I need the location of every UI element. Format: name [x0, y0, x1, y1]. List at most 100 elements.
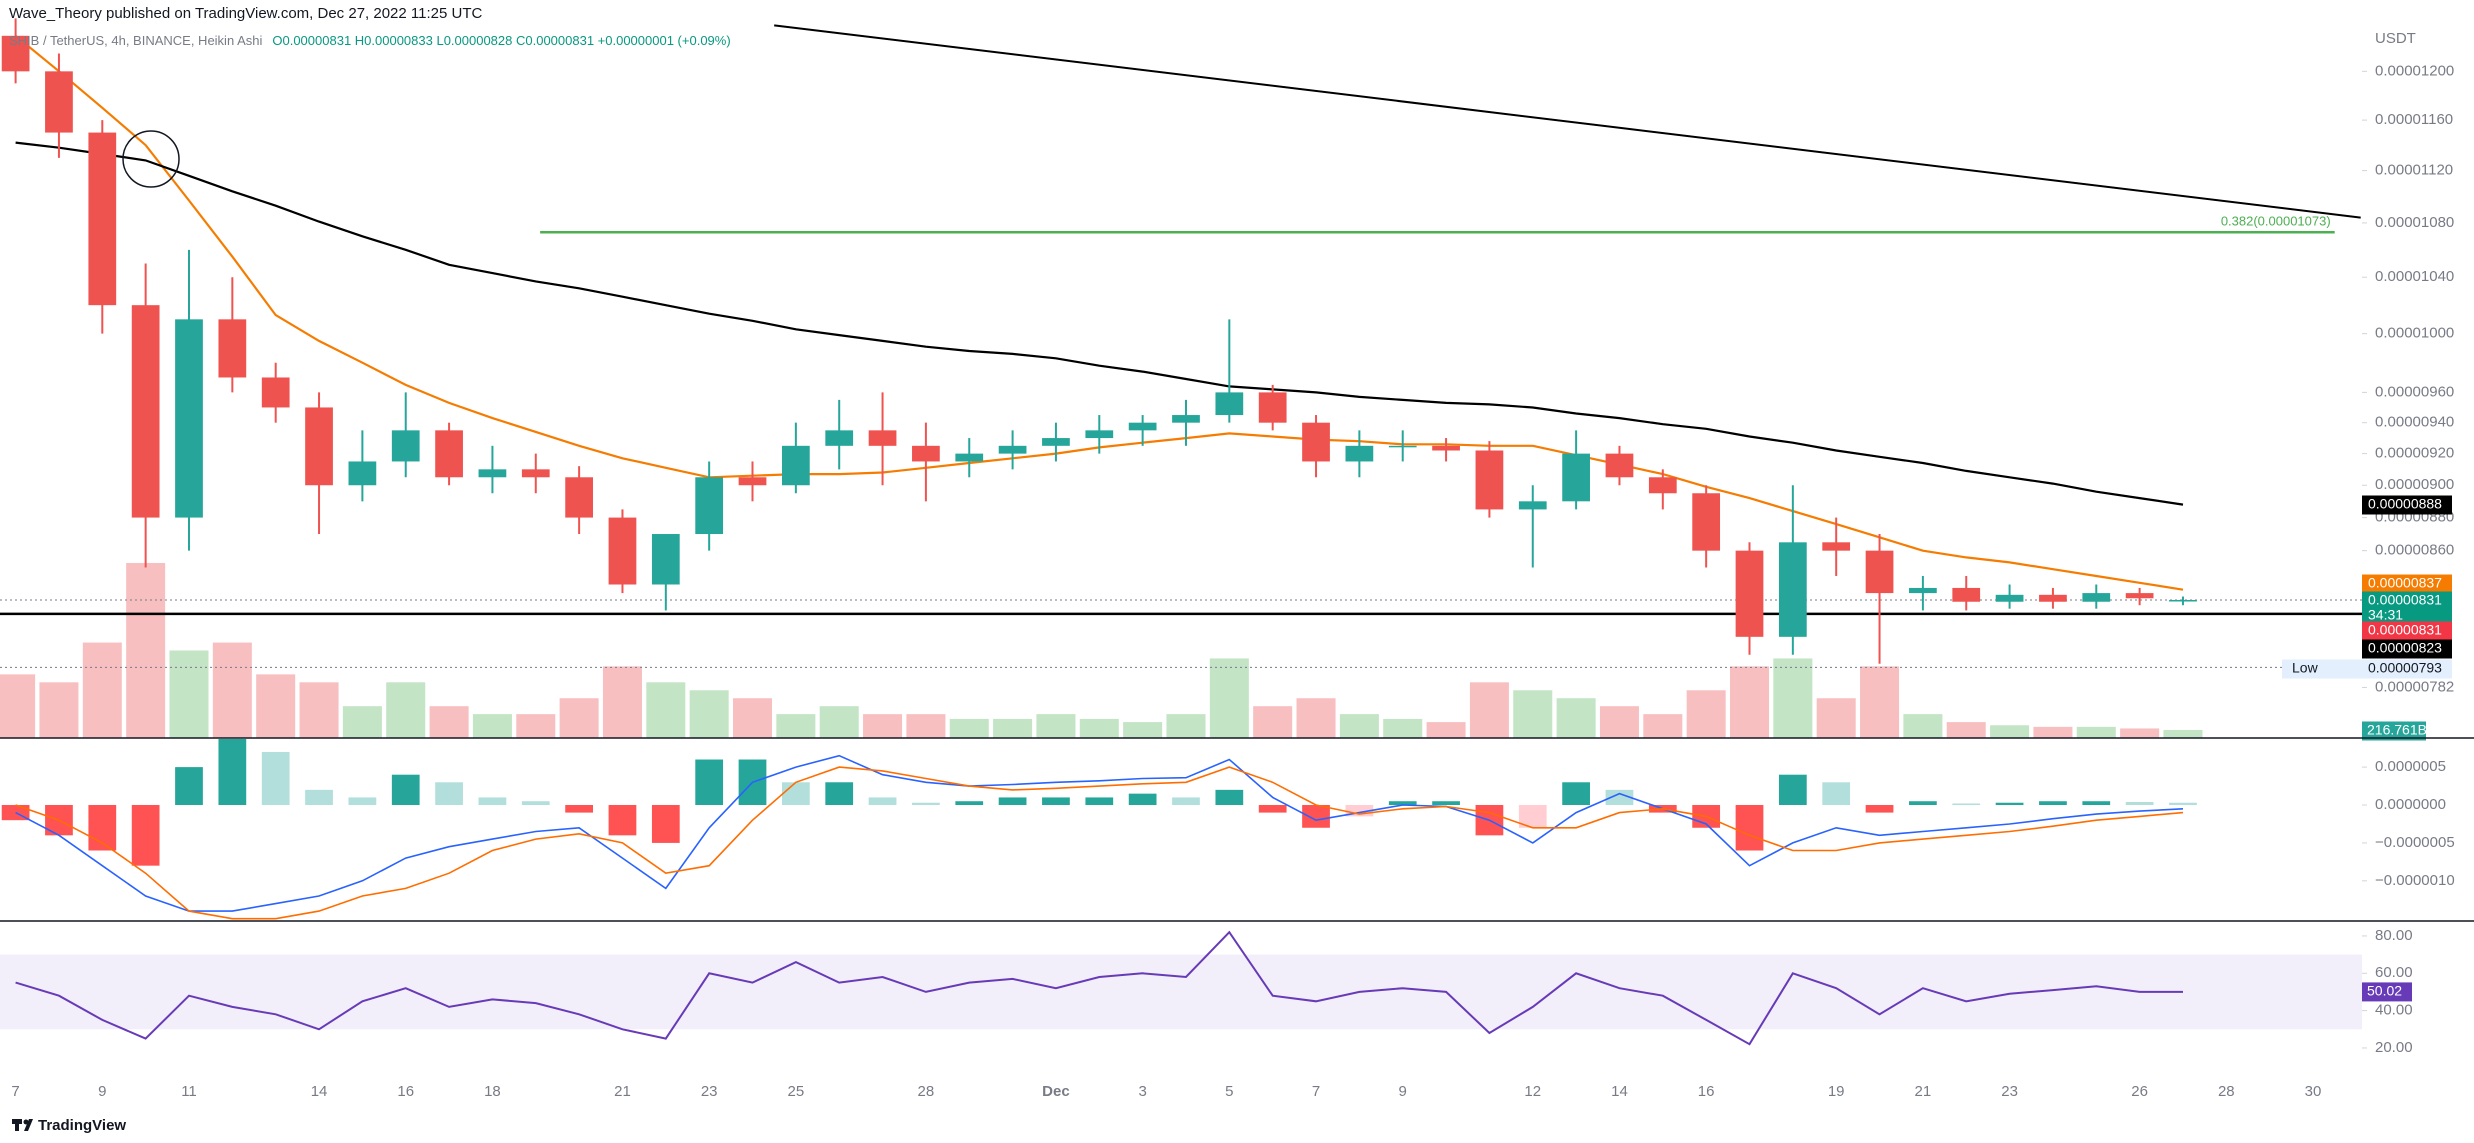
macd-histogram-bar: [998, 797, 1027, 806]
volume-bar: [1513, 690, 1553, 738]
volume-bar: [1383, 718, 1423, 738]
volume-bar: [1946, 722, 1986, 738]
price-label-box: [2362, 659, 2452, 679]
macd-histogram-bar: [1995, 802, 2024, 806]
macd-histogram-bar: [695, 759, 724, 806]
x-tick-label: 11: [181, 1083, 197, 1100]
volume-bar: [1599, 706, 1639, 738]
x-tick-label: 3: [1138, 1083, 1146, 1100]
candle-body: [1128, 422, 1157, 431]
candle-body: [348, 461, 377, 486]
ohlc: O0.00000831 H0.00000833 L0.00000828 C0.0…: [272, 33, 730, 48]
volume-bar: [906, 714, 946, 738]
x-tick-label: 9: [98, 1083, 106, 1100]
ma-line: [14, 34, 2184, 591]
volume-bar: [993, 718, 1033, 738]
volume-bar: [1860, 666, 1900, 738]
candle-body: [391, 430, 420, 462]
candle-body: [1258, 392, 1287, 423]
candle-body: [521, 469, 550, 478]
volume-bar: [1643, 714, 1683, 738]
price-label: 0.00000888: [2368, 496, 2442, 512]
volume-bar: [776, 714, 816, 738]
candle-body: [1518, 501, 1547, 510]
candle-body: [565, 477, 593, 518]
volume-bar: [0, 674, 36, 738]
tag-box: [2282, 659, 2362, 679]
price-label: 0.00000823: [2368, 640, 2442, 656]
y-tick-label: 0.00000940: [2375, 414, 2454, 431]
rsi-tick-label: 20.00: [2375, 1039, 2413, 1056]
volume-bar: [169, 650, 209, 738]
candle-body: [1345, 445, 1374, 462]
volume-bar: [733, 698, 773, 738]
volume-bar: [1773, 658, 1813, 738]
macd-line: [15, 754, 2184, 912]
macd-histogram-bar: [1258, 805, 1287, 813]
x-tick-label: 30: [2305, 1083, 2322, 1100]
x-tick-label: 5: [1225, 1083, 1233, 1100]
macd-histogram-bar: [781, 782, 810, 806]
macd-histogram-bar: [1085, 797, 1114, 806]
y-tick-label: 0.00001080: [2375, 214, 2454, 231]
rsi-tick-label: 80.00: [2375, 927, 2413, 944]
volume-bar: [212, 642, 252, 738]
volume-bar: [1123, 722, 1163, 738]
candle-body: [131, 305, 160, 518]
macd-histogram-bar: [608, 805, 637, 836]
macd-histogram-bar: [1562, 782, 1590, 806]
volume-bar: [1209, 658, 1249, 738]
x-tick-label: 7: [11, 1083, 19, 1100]
price-label-box: [2362, 495, 2452, 515]
y-tick-label: 0.00001160: [2375, 111, 2453, 128]
volume-bar: [1816, 698, 1856, 738]
candle-body: [695, 477, 724, 535]
candle-body: [175, 319, 203, 518]
candle-body: [651, 534, 680, 585]
x-tick-label: 12: [1524, 1083, 1541, 1100]
candle-body: [2169, 600, 2197, 602]
tag-label: Low: [2292, 660, 2319, 676]
price-label-box: [2362, 621, 2452, 641]
price-label: 0.00000831: [2368, 622, 2442, 638]
price-label-box: [2362, 639, 2452, 659]
candle-body: [2125, 593, 2154, 599]
price-pane: 0.382(0.00001073): [0, 18, 2362, 738]
volume-bar: [1253, 706, 1293, 738]
candle-body: [955, 453, 984, 462]
macd-histogram-bar: [1128, 793, 1157, 806]
candle-body: [1475, 450, 1504, 510]
macd-tick-label: −0.0000010: [2375, 872, 2455, 889]
x-tick-label: 21: [1915, 1083, 1932, 1100]
macd-histogram-bar: [521, 801, 550, 806]
candle-body: [1952, 587, 1981, 602]
trendline: [774, 24, 2361, 219]
price-label: 0.00000837: [2368, 575, 2442, 591]
candle-body: [1388, 445, 1417, 448]
footer-logo: [12, 1119, 33, 1131]
x-tick-label: 19: [1828, 1083, 1845, 1100]
volume-bar: [1729, 666, 1770, 738]
circle-annotation: [122, 130, 180, 188]
volume-bar: [1556, 698, 1596, 738]
macd-histogram-bar: [2039, 801, 2067, 806]
macd-histogram-bar: [912, 802, 940, 806]
volume-bar: [1339, 714, 1379, 738]
candle-body: [1648, 477, 1677, 494]
x-tick-label: Dec: [1042, 1083, 1070, 1100]
candle-body: [1302, 422, 1330, 462]
volume-bar: [126, 562, 166, 738]
rsi-label: 50.02: [2367, 983, 2402, 999]
candle-body: [435, 430, 463, 478]
rsi-pane: [0, 930, 2362, 1046]
axis-unit: USDT: [2375, 30, 2416, 47]
macd-histogram-bar: [1865, 805, 1894, 813]
y-tick-label: 0.00000960: [2375, 383, 2454, 400]
macd-histogram-bar: [1302, 805, 1330, 828]
macd-histogram-bar: [1042, 797, 1070, 806]
x-tick-label: 23: [701, 1083, 718, 1100]
candle-body: [912, 445, 940, 462]
volume-bar: [82, 642, 122, 738]
volume-bar: [1079, 718, 1119, 738]
